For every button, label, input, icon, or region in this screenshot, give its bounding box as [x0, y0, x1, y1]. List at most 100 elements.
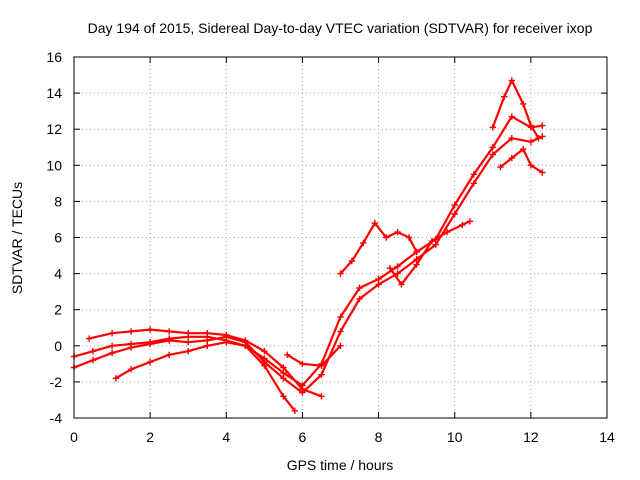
- data-point: [386, 265, 394, 272]
- data-point: [539, 122, 546, 129]
- x-axis-label: GPS time / hours: [287, 457, 394, 473]
- data-point: [539, 169, 546, 176]
- y-tick-label: 12: [46, 121, 62, 137]
- data-point: [299, 360, 306, 368]
- chart-title: Day 194 of 2015, Sidereal Day-to-day VTE…: [88, 20, 593, 36]
- data-point: [242, 342, 249, 349]
- data-point: [146, 326, 154, 333]
- data-point: [127, 328, 135, 335]
- data-point: [508, 113, 515, 120]
- axis-ticks: 0 2 4 6 8 10 12 14 -4 -2 0 2 4 6 8 10 12 14 16: [46, 49, 615, 445]
- data-point: [470, 171, 477, 178]
- data-point: [261, 348, 268, 355]
- data-point: [394, 263, 401, 270]
- y-tick-label: 0: [54, 338, 62, 354]
- x-tick-label: 2: [146, 429, 154, 445]
- data-point: [284, 351, 291, 358]
- data-point: [223, 331, 230, 339]
- data-point: [413, 261, 420, 268]
- plot-frame: [73, 56, 608, 419]
- data-point: [520, 100, 527, 108]
- data-point: [356, 295, 363, 303]
- data-point: [291, 407, 298, 414]
- data-point: [398, 281, 405, 288]
- data-series-group: [70, 77, 546, 414]
- data-point: [451, 210, 458, 218]
- series-line: [388, 220, 471, 286]
- data-point: [356, 284, 363, 292]
- data-point: [280, 375, 287, 382]
- y-axis-label: SDTVAR / TECUs: [9, 182, 25, 294]
- data-point: [508, 77, 515, 84]
- data-point: [451, 201, 458, 209]
- data-point: [112, 375, 120, 382]
- data-point: [280, 364, 287, 371]
- data-point: [348, 257, 356, 265]
- series-sat-d: [112, 339, 298, 414]
- data-point: [108, 349, 116, 357]
- data-point: [108, 342, 116, 349]
- series-sat-g: [386, 218, 474, 288]
- data-point: [527, 138, 535, 145]
- data-point: [489, 151, 496, 158]
- data-point: [166, 328, 173, 335]
- y-tick-label: 6: [54, 230, 62, 246]
- data-point: [337, 313, 344, 321]
- data-point: [89, 348, 97, 355]
- x-tick-label: 4: [222, 429, 230, 445]
- data-point: [470, 180, 477, 187]
- data-point: [375, 281, 382, 288]
- y-tick-label: -4: [50, 410, 63, 426]
- series-line: [491, 79, 540, 140]
- data-point: [108, 330, 116, 337]
- data-point: [383, 234, 390, 241]
- data-point: [360, 239, 367, 247]
- x-tick-label: 0: [70, 429, 78, 445]
- data-point: [223, 339, 230, 346]
- data-point: [459, 221, 466, 229]
- data-point: [242, 337, 249, 344]
- data-point: [185, 339, 192, 346]
- series-line: [499, 148, 544, 174]
- y-tick-label: 14: [46, 85, 62, 101]
- series-sat-a: [70, 113, 546, 389]
- data-point: [501, 93, 508, 100]
- data-point: [405, 234, 413, 241]
- data-point: [413, 256, 420, 263]
- data-point: [127, 366, 135, 373]
- x-tick-label: 12: [523, 429, 539, 445]
- data-point: [535, 135, 542, 142]
- data-point: [371, 219, 378, 227]
- data-point: [497, 163, 504, 171]
- series-line: [286, 344, 342, 367]
- data-point: [394, 270, 401, 277]
- data-point: [318, 371, 325, 378]
- data-point: [527, 162, 535, 169]
- data-point: [280, 369, 287, 377]
- data-point: [508, 135, 515, 142]
- data-point: [337, 328, 344, 335]
- data-point: [375, 275, 382, 283]
- data-point: [508, 154, 515, 162]
- data-point: [299, 385, 306, 393]
- data-point: [394, 228, 401, 236]
- data-point: [127, 344, 135, 351]
- y-tick-label: 10: [46, 157, 62, 173]
- data-point: [443, 228, 451, 236]
- data-point: [204, 330, 211, 337]
- x-tick-label: 10: [447, 429, 463, 445]
- series-sat-b: [70, 133, 546, 396]
- data-point: [166, 351, 173, 358]
- data-point: [146, 340, 154, 348]
- data-point: [428, 237, 436, 245]
- data-point: [185, 330, 192, 337]
- y-tick-label: 4: [54, 266, 62, 282]
- y-tick-label: 2: [54, 302, 62, 318]
- y-tick-label: 8: [54, 193, 62, 209]
- series-sat-h: [497, 145, 546, 176]
- data-point: [280, 393, 287, 400]
- grid: [74, 57, 607, 418]
- data-point: [539, 133, 546, 140]
- data-point: [489, 144, 496, 151]
